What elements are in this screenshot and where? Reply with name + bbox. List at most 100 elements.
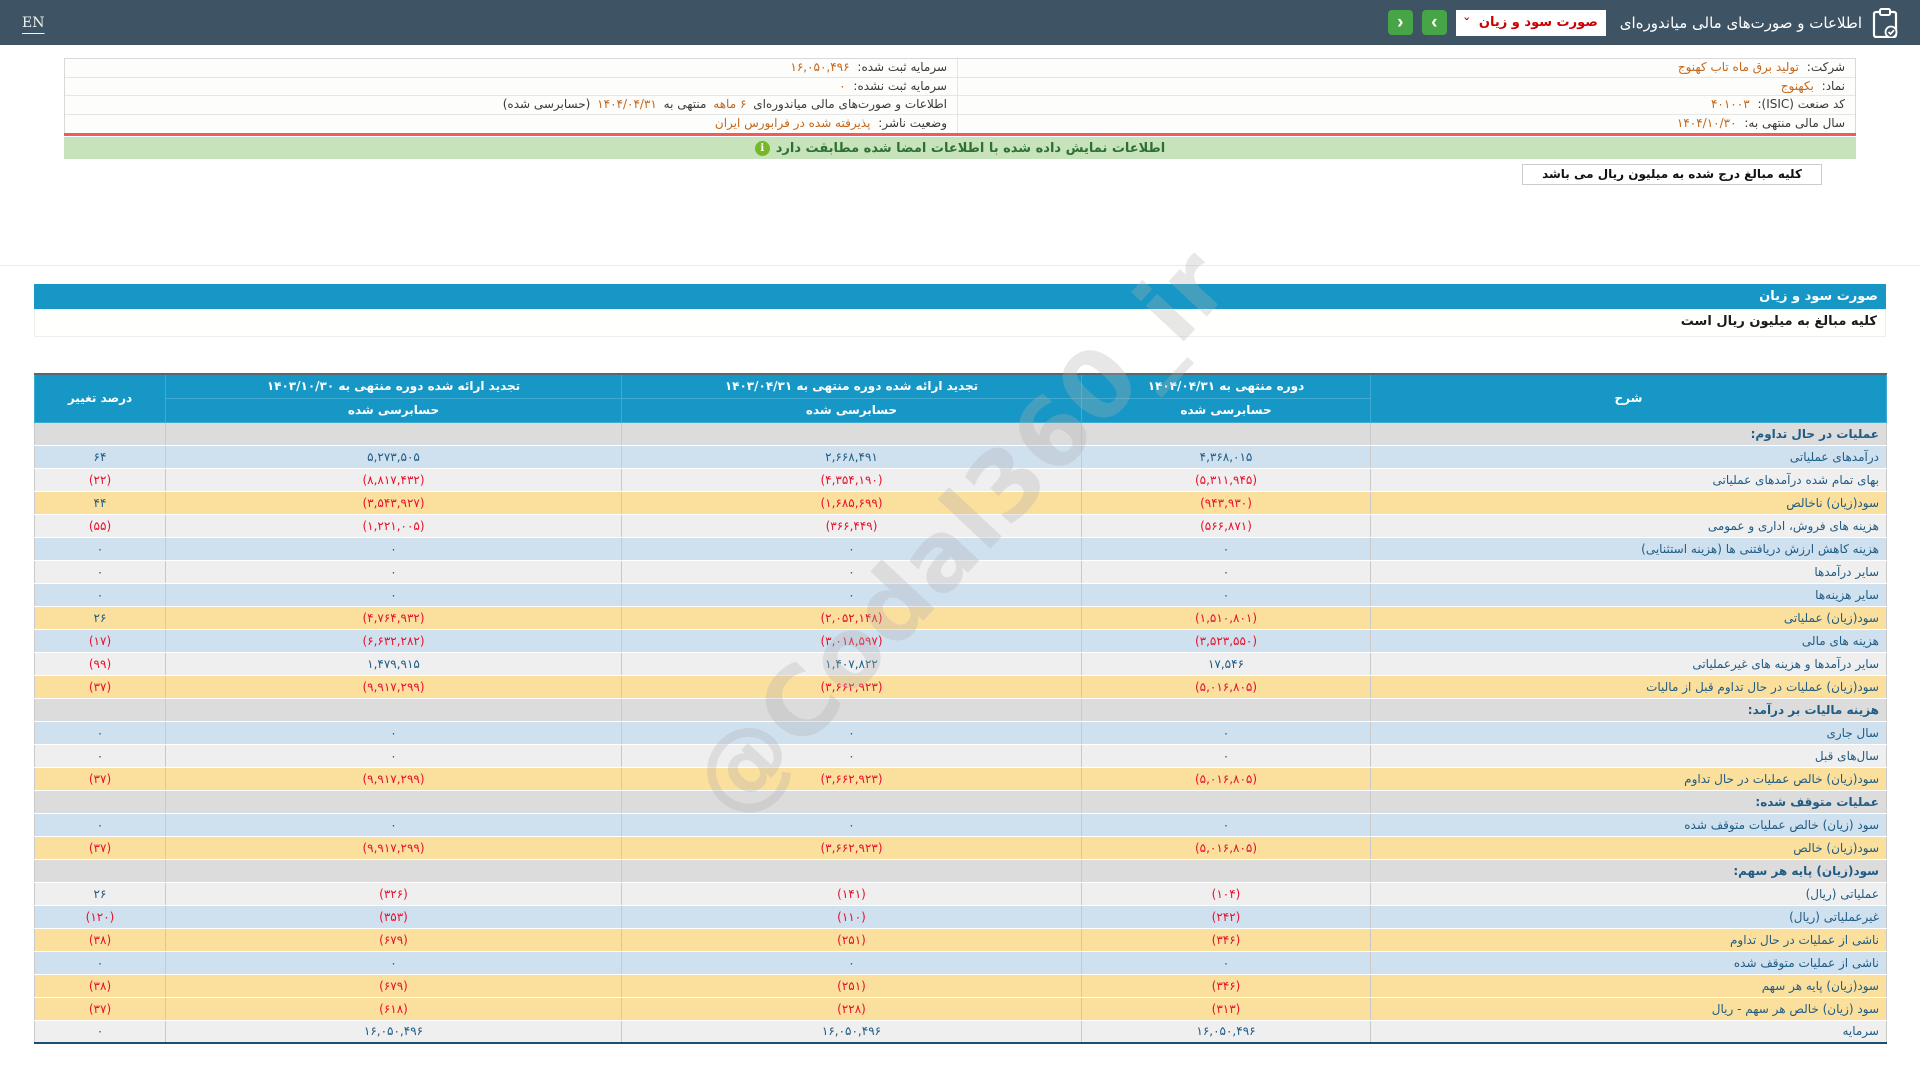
cell-percent-change [34, 698, 166, 722]
cell-percent-change: (۳۷) [34, 836, 166, 860]
cell-percent-change: ۰ [34, 813, 166, 837]
cell-current: ۱۶,۰۵۰,۴۹۶ [1081, 1020, 1371, 1044]
cell-percent-change: ۰ [34, 560, 166, 584]
cell-percent-change [34, 422, 166, 446]
cell-percent-change: (۳۸) [34, 974, 166, 998]
income-statement-body: عملیات در حال تداوم: درآمدهای عملیاتی ۴,۳۶… [34, 422, 1887, 1044]
header-percent-change: درصد تغییر [34, 373, 166, 423]
page-title: اطلاعات و صورت‌های مالی میاندوره‌ای [1619, 13, 1862, 32]
signature-match-banner: اطلاعات نمایش داده شده با اطلاعات امضا ش… [64, 137, 1856, 159]
cell-percent-change: ۲۶ [34, 606, 166, 630]
cell-restated-year: (۶۷۹) [165, 974, 622, 998]
cell-percent-change: (۹۹) [34, 652, 166, 676]
cell-current [1081, 859, 1371, 883]
period-prefix: اطلاعات و صورت‌های مالی میاندوره‌ای [753, 97, 947, 111]
row-label: عملیات در حال تداوم: [1370, 422, 1887, 446]
row-label: ناشی از عملیات در حال تداوم [1370, 928, 1887, 952]
cell-restated-period: (۳۶۶,۴۴۹) [621, 514, 1082, 538]
unregistered-capital-label: سرمایه ثبت نشده: [853, 78, 947, 93]
company-label: شرکت: [1806, 60, 1845, 74]
cell-restated-year: (۶۷۹) [165, 928, 622, 952]
cell-restated-year: (۹,۹۱۷,۲۹۹) [165, 836, 622, 860]
cell-current: ۴,۳۶۸,۰۱۵ [1081, 445, 1371, 469]
row-label: غیرعملیاتی (ریال) [1370, 905, 1887, 929]
cell-restated-year: ۰ [165, 537, 622, 561]
header-audited-2: حسابرسی شده [621, 397, 1082, 423]
english-language-link[interactable]: EN [22, 14, 45, 31]
table-row: غیرعملیاتی (ریال) (۲۴۲) (۱۱۰) (۳۵۳) (۱۲۰) [34, 905, 1887, 929]
cell-restated-period [621, 859, 1082, 883]
cell-percent-change: (۳۸) [34, 928, 166, 952]
fiscal-year-row: سال مالی منتهی به: ۱۴۰۴/۱۰/۳۰ [957, 114, 1855, 133]
table-row: سایر درآمدها ۰ ۰ ۰ ۰ [34, 560, 1887, 584]
company-value: تولید برق ماه تاب کهنوج [1677, 60, 1799, 74]
isic-label: کد صنعت (ISIC): [1757, 97, 1845, 111]
cell-percent-change: (۳۷) [34, 767, 166, 791]
cell-percent-change: ۰ [34, 537, 166, 561]
cell-restated-period: ۱,۴۰۷,۸۲۲ [621, 652, 1082, 676]
cell-restated-year: (۶۱۸) [165, 997, 622, 1021]
next-statement-button[interactable]: › [1421, 10, 1447, 35]
cell-current [1081, 790, 1371, 814]
unregistered-capital-value: ۰ [839, 78, 846, 93]
income-statement-header: شرح دوره منتهی به ۱۴۰۴/۰۴/۳۱ تجدید ارائه… [34, 373, 1887, 423]
cell-restated-year: ۰ [165, 560, 622, 584]
cell-restated-period: (۱۴۱) [621, 882, 1082, 906]
table-row: بهای تمام شده درآمدهای عملیاتی (۵,۳۱۱,۹۴۵… [34, 468, 1887, 492]
cell-restated-period: (۲۵۱) [621, 928, 1082, 952]
isic-row: کد صنعت (ISIC): ۴۰۱۰۰۳ [957, 96, 1855, 115]
cell-restated-period: ۰ [621, 744, 1082, 768]
row-label: سود(زیان) خالص [1370, 836, 1887, 860]
cell-restated-period: ۰ [621, 721, 1082, 745]
unit-note-tab: کلیه مبالغ درج شده به میلیون ریال می باش… [1522, 164, 1822, 185]
row-label: سایر هزینه‌ها [1370, 583, 1887, 607]
cell-percent-change: ۶۴ [34, 445, 166, 469]
cell-restated-period [621, 790, 1082, 814]
table-row: سال جاری ۰ ۰ ۰ ۰ [34, 721, 1887, 745]
prev-statement-button[interactable]: ‹ [1387, 10, 1413, 35]
company-row: شرکت: تولید برق ماه تاب کهنوج [957, 59, 1855, 78]
cell-restated-year: ۱۶,۰۵۰,۴۹۶ [165, 1020, 622, 1044]
section-row: عملیات در حال تداوم: [34, 422, 1887, 446]
cell-restated-year [165, 790, 622, 814]
table-row: سود(زیان) عملیاتی (۱,۵۱۰,۸۰۱) (۲,۰۵۲,۱۴۸)(… [34, 606, 1887, 630]
cell-restated-period: ۰ [621, 583, 1082, 607]
cell-restated-period: ۲,۶۶۸,۴۹۱ [621, 445, 1082, 469]
isic-value: ۴۰۱۰۰۳ [1710, 97, 1750, 111]
cell-current [1081, 698, 1371, 722]
statement-select[interactable]: صورت سود و زیان ˅ [1455, 9, 1606, 36]
statement-select-value: صورت سود و زیان [1478, 15, 1598, 30]
row-label: سود(زیان) ناخالص [1370, 491, 1887, 515]
cell-current: (۵۶۶,۸۷۱) [1081, 514, 1371, 538]
cell-percent-change: ۲۶ [34, 882, 166, 906]
row-label: درآمدهای عملیاتی [1370, 445, 1887, 469]
cell-restated-year: (۹,۹۱۷,۲۹۹) [165, 675, 622, 699]
table-row: سایر درآمدها و هزینه های غیرعملیاتی ۱۷,۵۴… [34, 652, 1887, 676]
cell-current: (۵,۰۱۶,۸۰۵) [1081, 836, 1371, 860]
section-row: هزینه مالیات بر درآمد: [34, 698, 1887, 722]
cell-restated-year: (۱,۲۲۱,۰۰۵) [165, 514, 622, 538]
cell-restated-period: ۰ [621, 560, 1082, 584]
cell-percent-change: ۰ [34, 1020, 166, 1044]
row-label: سود (زیان) خالص عملیات متوقف شده [1370, 813, 1887, 837]
row-label: سود(زیان) خالص عملیات در حال تداوم [1370, 767, 1887, 791]
cell-current: (۳,۵۲۳,۵۵۰) [1081, 629, 1371, 653]
header-restated-prior-period: تجدید ارائه شده دوره منتهی به ۱۴۰۳/۰۴/۳۱ [621, 373, 1082, 399]
company-info-table: شرکت: تولید برق ماه تاب کهنوج سرمایه ثبت… [64, 58, 1856, 134]
registered-capital-label: سرمایه ثبت شده: [857, 60, 947, 74]
table-row: سود(زیان) خالص عملیات در حال تداوم (۵,۰۱۶… [34, 767, 1887, 791]
table-row: سود (زیان) خالص عملیات متوقف شده ۰ ۰ ۰ ۰ [34, 813, 1887, 837]
header-audited-3: حسابرسی شده [165, 397, 622, 423]
row-label: سرمایه [1370, 1020, 1887, 1044]
clipboard-report-icon [1872, 7, 1898, 38]
cell-restated-year: ۰ [165, 721, 622, 745]
period-mid: منتهی به [663, 97, 707, 111]
cell-restated-year [165, 859, 622, 883]
cell-current: ۰ [1081, 721, 1371, 745]
table-row: هزینه های مالی (۳,۵۲۳,۵۵۰) (۳,۰۱۸,۵۹۷) (۶,۶… [34, 629, 1887, 653]
table-row: سال‌های قبل ۰ ۰ ۰ ۰ [34, 744, 1887, 768]
cell-restated-period [621, 422, 1082, 446]
cell-percent-change: ۰ [34, 721, 166, 745]
cell-restated-period: (۴,۳۵۴,۱۹۰) [621, 468, 1082, 492]
